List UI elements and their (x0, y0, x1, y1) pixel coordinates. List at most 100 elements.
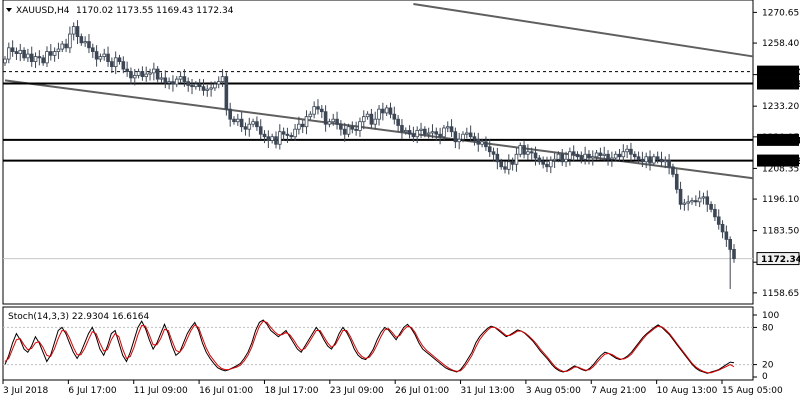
price-tick-label: 1208.35 (762, 164, 799, 174)
candle-body (453, 131, 458, 143)
candle-body (354, 128, 358, 131)
candle-body (384, 107, 389, 114)
horizontal-levels[interactable] (3, 71, 753, 260)
level-label-text: 1211.48 (761, 157, 800, 167)
candle-body (438, 133, 442, 138)
candle-body (411, 133, 416, 138)
candle-body (7, 47, 11, 60)
candle-body (22, 49, 26, 59)
candle-body (610, 157, 614, 160)
candle-body (281, 131, 286, 135)
oscillator-panel-frame (2, 306, 754, 381)
trendlines[interactable] (4, 3, 754, 180)
candle-body (575, 153, 580, 158)
candle-body (697, 197, 702, 203)
candle-body (190, 84, 194, 88)
candle-body (335, 118, 339, 125)
candle-body (621, 151, 626, 158)
candle-body (568, 151, 572, 160)
candle-body (274, 136, 278, 145)
candle-body (220, 76, 225, 83)
candle-body (613, 153, 618, 159)
candle-body (480, 141, 484, 145)
candle-body (617, 153, 622, 158)
candle-body (285, 133, 290, 136)
candle-body (232, 118, 236, 123)
candle-body (594, 152, 599, 158)
time-tick-label: 23 Jul 09:00 (330, 386, 384, 396)
stoch-tick-label: 20 (762, 361, 774, 371)
stoch-main-line (4, 319, 735, 374)
candle-body (278, 131, 282, 145)
candle-body (18, 49, 23, 54)
candle-body (159, 77, 164, 80)
level-label-box (756, 252, 800, 266)
candle-body (472, 136, 477, 140)
trendline-1[interactable] (4, 79, 754, 180)
candle-body (64, 43, 68, 49)
candle-body (106, 53, 110, 62)
candle-body (236, 118, 240, 123)
candle-body (468, 132, 473, 138)
candle-body (213, 83, 217, 89)
candle-body (487, 146, 492, 153)
candle-body (667, 160, 671, 168)
candle-body (556, 153, 561, 160)
candle-body (396, 118, 400, 126)
level-label-text: 1247.00 (761, 68, 800, 78)
candle-body (541, 161, 545, 165)
time-tick-label: 16 Jul 01:00 (199, 386, 253, 396)
candlesticks (3, 20, 736, 289)
candle-body (182, 76, 187, 83)
collapse-triangle-icon[interactable] (6, 8, 12, 12)
price-tick-label: 1183.50 (762, 227, 799, 237)
candle-body (350, 126, 355, 130)
candle-body (98, 56, 103, 60)
chart-symbol: XAUUSD,H4 (16, 6, 70, 16)
candle-body (293, 128, 297, 138)
time-tick-label: 18 Jul 17:00 (264, 386, 318, 396)
candle-body (121, 61, 126, 70)
stoch-tick-label: 80 (762, 323, 774, 333)
candle-body (499, 161, 503, 168)
candle-body (648, 156, 652, 164)
candle-body (37, 56, 42, 59)
candle-body (75, 26, 80, 37)
candle-body (3, 58, 7, 64)
candle-body (297, 123, 301, 130)
candle-body (571, 151, 576, 155)
candle-body (83, 41, 87, 44)
candle-body (507, 161, 511, 170)
candle-body (148, 72, 152, 75)
candle-body (26, 53, 30, 59)
candle-body (583, 153, 587, 160)
candle-body (682, 202, 687, 205)
candle-body (694, 200, 698, 203)
candle-body (45, 51, 49, 64)
candle-body (518, 145, 523, 155)
level-label-box (757, 77, 799, 90)
trendline-2[interactable] (413, 3, 754, 58)
level-label-box (757, 154, 799, 167)
candle-body (640, 158, 645, 163)
stoch-tick-label: 0 (762, 372, 768, 382)
price-tick-label: 1258.40 (762, 39, 799, 49)
candle-body (251, 121, 255, 125)
candle-body (629, 148, 633, 155)
candle-body (552, 158, 557, 161)
time-tick-label: 26 Jul 01:00 (395, 386, 449, 396)
candle-body (258, 126, 263, 135)
candle-body (323, 111, 328, 125)
candle-body (342, 128, 347, 135)
candle-body (304, 116, 309, 128)
candle-body (152, 68, 156, 74)
candle-body (442, 127, 446, 138)
candle-body (186, 81, 191, 86)
candle-body (68, 33, 72, 49)
candle-body (327, 121, 332, 125)
candle-body (339, 123, 343, 130)
level-label-box (757, 133, 799, 146)
candle-body (129, 71, 133, 79)
